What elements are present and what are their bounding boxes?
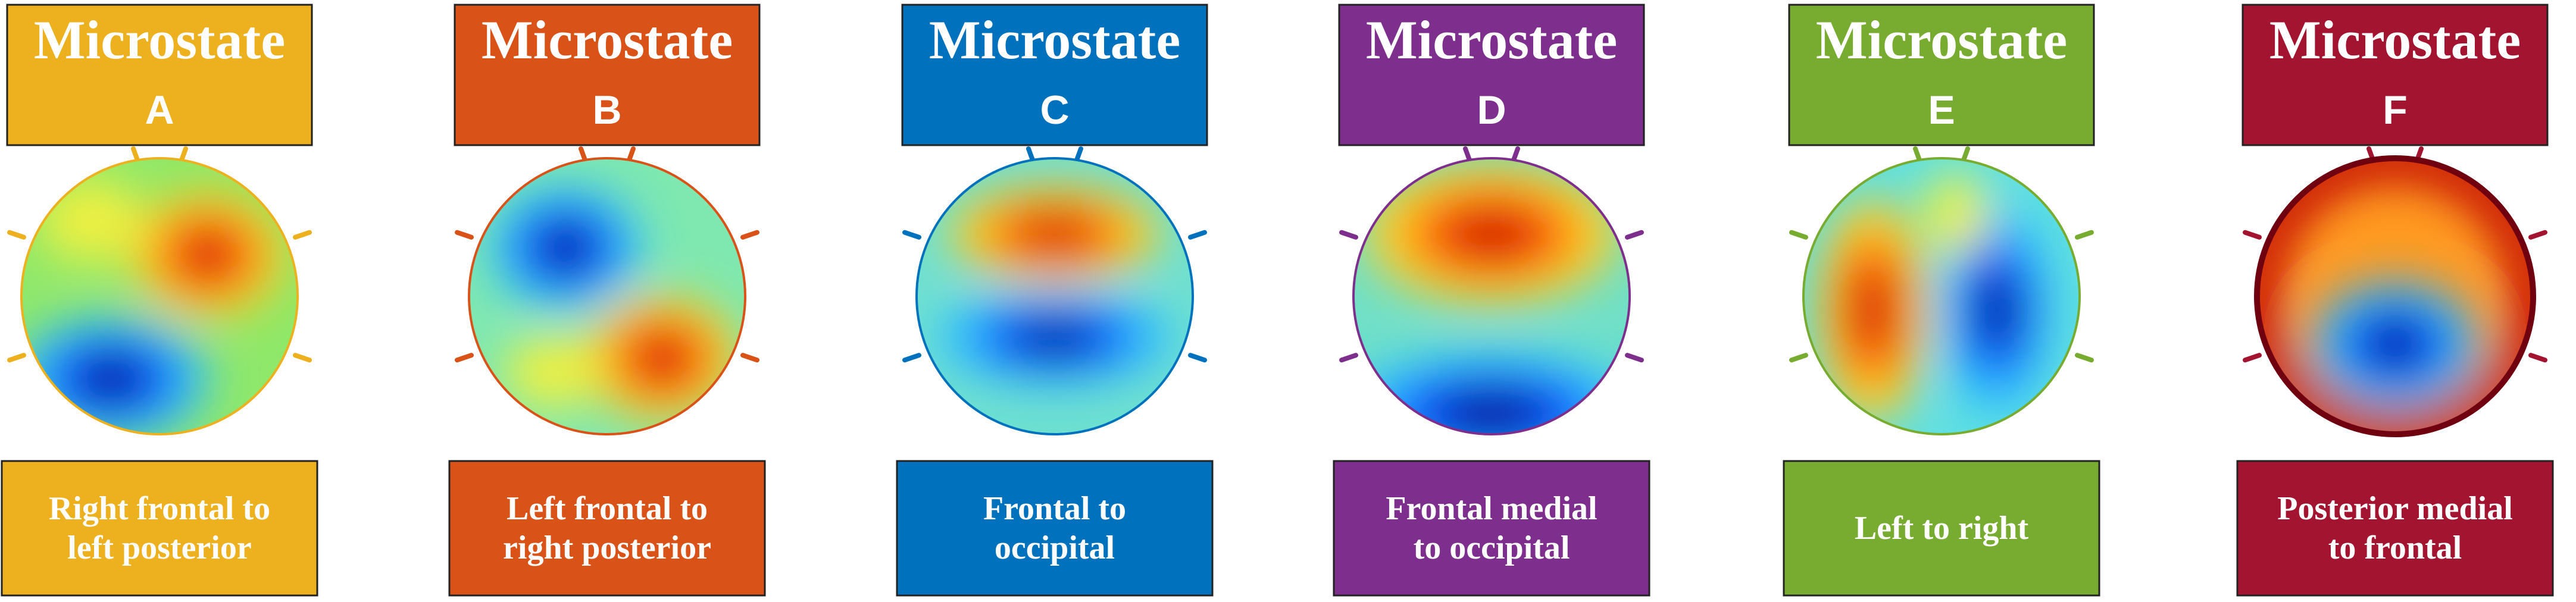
description-box xyxy=(1,460,318,597)
ear xyxy=(293,353,312,363)
description-box xyxy=(448,460,766,597)
ear xyxy=(740,230,759,240)
ear xyxy=(1339,230,1358,240)
topomap-blobs xyxy=(21,178,285,434)
topomap xyxy=(2257,158,2533,434)
ear xyxy=(2075,230,2094,240)
head-outline xyxy=(468,157,746,435)
ear xyxy=(1188,230,1207,240)
header-title: Microstate xyxy=(1816,10,2067,70)
ear xyxy=(2528,230,2547,240)
header-letter: C xyxy=(1040,87,1069,133)
topomap xyxy=(1353,158,1630,434)
topomap-blob xyxy=(74,356,148,403)
ear xyxy=(7,230,26,240)
head-outline xyxy=(2254,155,2536,437)
topomap xyxy=(21,158,298,434)
description-line: to frontal xyxy=(2328,529,2462,566)
description-line: Frontal to xyxy=(983,490,1126,527)
topomap-blob xyxy=(1011,319,1099,356)
description-box xyxy=(1333,460,1650,597)
ear xyxy=(902,230,921,240)
header-box xyxy=(2242,4,2549,146)
header-box xyxy=(1338,4,1645,146)
ear xyxy=(2243,230,2262,240)
description-box xyxy=(896,460,1214,597)
topomap-blob xyxy=(1445,208,1539,261)
ear xyxy=(2075,353,2094,363)
header-box xyxy=(1788,4,2095,146)
topomap xyxy=(469,158,745,434)
description-line: Right frontal to xyxy=(49,490,270,527)
topomap-blob xyxy=(179,231,237,278)
ear xyxy=(1188,353,1207,363)
header-box xyxy=(6,4,313,146)
ear xyxy=(740,353,759,363)
description-line: Left frontal to xyxy=(507,490,708,527)
header-letter: A xyxy=(145,87,174,133)
header-title: Microstate xyxy=(34,10,285,70)
ear xyxy=(455,353,474,363)
head-outline xyxy=(1352,157,1631,435)
topomap-blobs xyxy=(936,185,1174,387)
topomap-blob xyxy=(1852,268,1893,352)
header-letter: D xyxy=(1477,87,1506,133)
topomap xyxy=(917,158,1193,434)
topomap-blob xyxy=(1015,216,1094,253)
topomap-blob xyxy=(1976,271,2018,349)
description-line: occipital xyxy=(995,529,1115,566)
ear xyxy=(7,353,26,363)
description-line: Posterior medial xyxy=(2277,490,2513,527)
ear xyxy=(293,230,312,240)
header-box xyxy=(901,4,1208,146)
header-letter: E xyxy=(1928,87,1955,133)
head-outline xyxy=(915,157,1194,435)
description-box xyxy=(2236,460,2554,597)
description-line: to occipital xyxy=(1414,529,1570,566)
topomap-blobs xyxy=(2257,158,2533,434)
topomap-blob xyxy=(1924,172,1987,255)
microstate-panel: Microstate E Left to right xyxy=(1783,4,2100,597)
description-line: Frontal medial xyxy=(1386,490,1597,527)
head-outline xyxy=(1802,157,2081,435)
topomap-blobs xyxy=(489,185,739,422)
ear xyxy=(1789,230,1808,240)
description-line: left posterior xyxy=(67,529,251,566)
topomap xyxy=(1803,158,2080,434)
header-title: Microstate xyxy=(929,10,1180,70)
ear xyxy=(1625,353,1644,363)
ear xyxy=(455,230,474,240)
ear xyxy=(1789,353,1808,363)
header-title: Microstate xyxy=(482,10,733,70)
header-title: Microstate xyxy=(1366,10,1617,70)
topomap-blob xyxy=(2364,321,2427,368)
header-letter: B xyxy=(592,87,621,133)
ear xyxy=(1339,353,1358,363)
ear xyxy=(2528,353,2547,363)
description-line: right posterior xyxy=(503,529,711,566)
topomap-blob xyxy=(633,335,691,382)
topomap-blob xyxy=(537,224,595,271)
topomap-blob xyxy=(505,336,599,409)
description-line: Left to right xyxy=(1855,510,2029,547)
header-box xyxy=(454,4,761,146)
ear xyxy=(2243,353,2262,363)
topomap-blobs xyxy=(1817,172,2053,422)
ear xyxy=(1625,230,1644,240)
header-title: Microstate xyxy=(2269,10,2521,70)
topomap-blob xyxy=(39,178,142,262)
topomap-blobs xyxy=(1353,164,1630,434)
description-box xyxy=(1783,460,2100,597)
topomap-blob xyxy=(1434,390,1549,434)
ear xyxy=(902,353,921,363)
head-outline xyxy=(20,157,299,435)
header-letter: F xyxy=(2383,87,2408,133)
